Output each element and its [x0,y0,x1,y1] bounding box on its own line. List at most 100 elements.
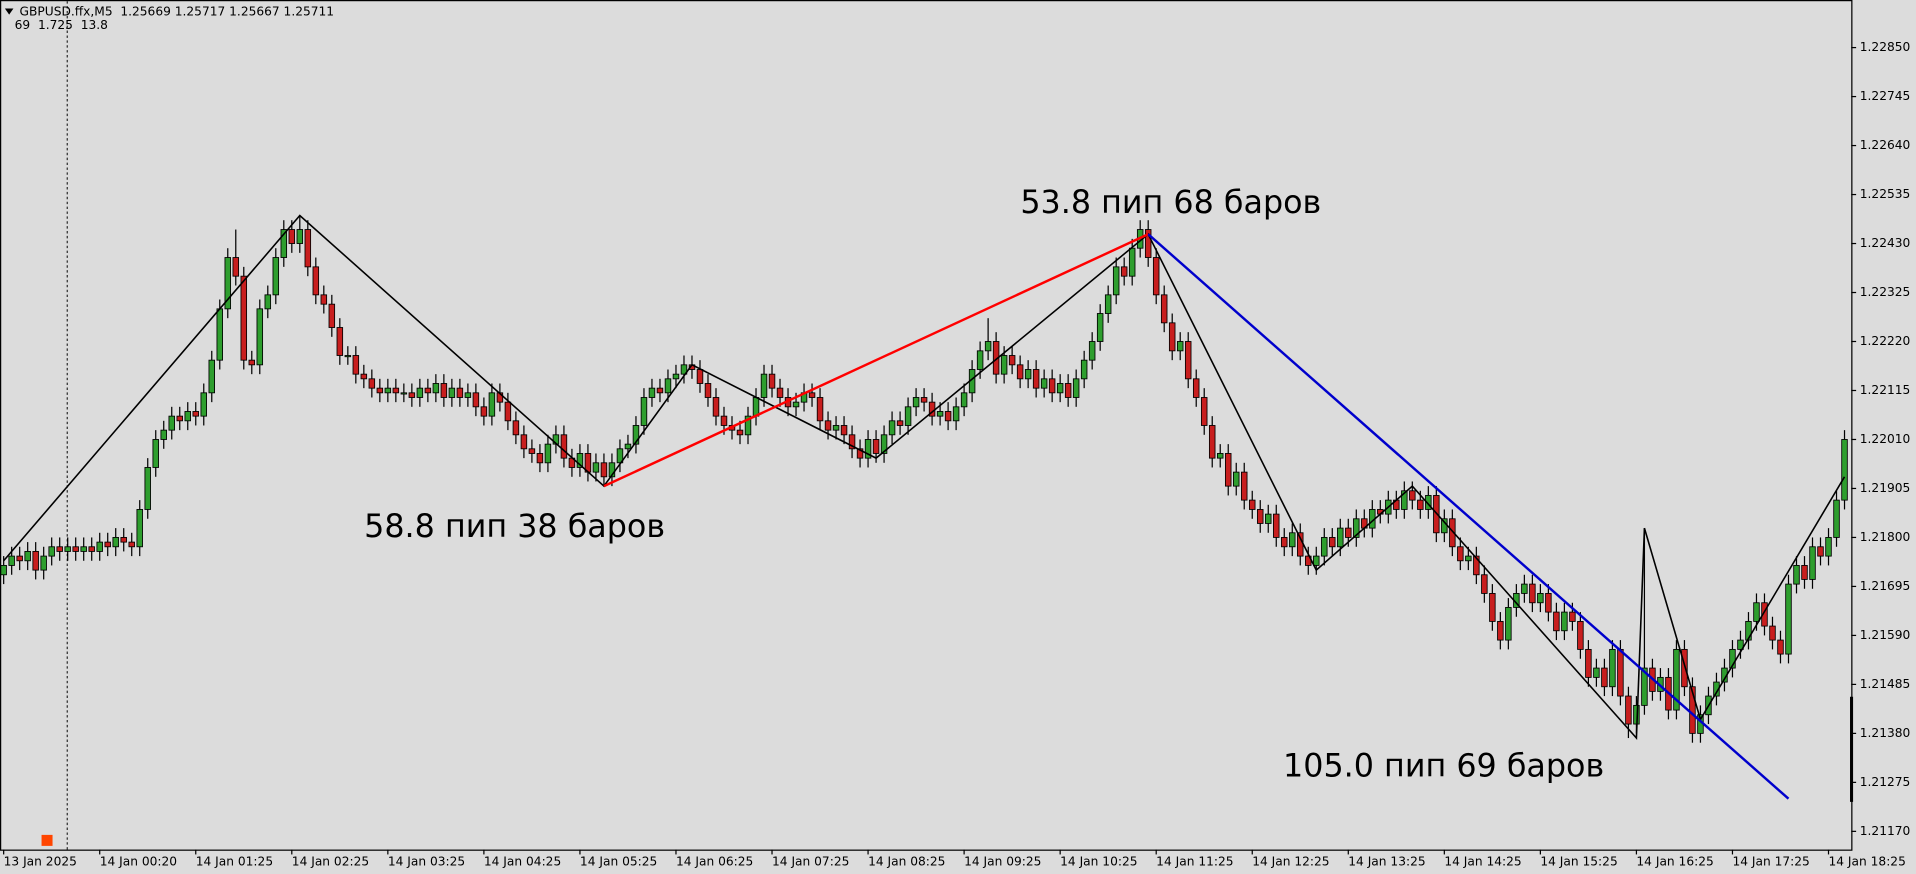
candle-body [304,229,312,268]
candle-body [1080,359,1088,380]
candle-body [224,257,232,310]
candle-body [504,401,512,422]
candle-body [656,387,664,394]
candle-body [1232,471,1240,487]
candle-body [1072,378,1080,398]
y-tick-label: 1.21800 [1860,530,1911,544]
candle-body [1297,532,1304,557]
candle-body [408,392,416,398]
candle-body [896,420,904,426]
candle-body [1176,341,1184,352]
candle-body [48,546,55,557]
x-tick-label: 14 Jan 10:25 [1060,854,1137,868]
candle-body [1545,592,1552,613]
candle-body [1673,648,1680,711]
y-tick-label: 1.21275 [1860,775,1911,789]
candle-body [1793,565,1800,585]
y-tick-label: 1.21590 [1860,628,1911,642]
candle-body [1481,574,1488,594]
trend-line [1147,233,1790,800]
menu-triangle[interactable] [4,8,14,15]
candle-body [392,387,400,394]
candle-body [1505,606,1512,641]
candle-body [232,257,240,277]
x-tick-label: 14 Jan 08:25 [868,854,945,868]
candle-body [560,434,568,459]
candle-body [1417,499,1424,510]
x-tick-label: 14 Jan 09:25 [964,854,1041,868]
x-tick-label: 14 Jan 15:25 [1540,854,1617,868]
candle-body [1737,639,1744,650]
x-tick-label: 14 Jan 00:20 [100,854,177,868]
candle-body [1216,453,1224,459]
candle-body [1825,537,1832,557]
candle-body [640,397,648,426]
candle-body [8,555,15,566]
candle-body [1249,499,1256,510]
candle-body [464,392,472,398]
y-tick-label: 1.21170 [1860,824,1911,838]
candle-body [192,411,199,417]
x-tick-label: 14 Jan 01:25 [196,854,273,868]
candle-body [1345,527,1352,538]
candle-body [176,415,183,422]
candle-body [760,373,768,398]
candle-body [1833,499,1840,538]
candle-body [840,425,848,436]
x-tick-label: 14 Jan 07:25 [772,854,849,868]
candle-body [592,462,600,473]
candle-body [416,387,424,398]
candle-body [776,387,784,398]
x-tick-label: 14 Jan 11:25 [1156,854,1233,868]
candle-body [960,392,968,408]
candle-body [72,546,79,552]
indicator-params: 69 1.725 13.8 [15,18,108,32]
candle-body [1769,625,1776,641]
candle-body [360,373,368,380]
candle-body [1024,369,1032,380]
candle-body [632,425,640,445]
y-tick-label: 1.21695 [1860,579,1911,593]
candle-body [1329,537,1336,548]
candle-body [168,415,175,431]
candle-body [80,546,87,552]
y-tick-label: 1.22640 [1860,138,1911,152]
candle-body [1104,294,1112,314]
candle-body [200,392,207,417]
candle-body [280,229,288,258]
y-tick-label: 1.22850 [1860,40,1911,54]
candle-body [808,392,816,398]
candle-body [1064,383,1072,398]
candle-body [1617,648,1624,697]
candle-body [1281,537,1288,548]
candle-body [368,378,376,389]
candle-body [272,257,280,296]
annotation: 58.8 пип 38 баров [364,509,665,545]
y-tick-label: 1.22010 [1860,432,1911,446]
candle-body [1601,667,1608,688]
y-tick-label: 1.22220 [1860,334,1911,348]
candle-body [184,411,191,422]
candle-body [768,373,776,389]
candle-body [816,397,824,422]
candle-body [824,420,832,431]
candle-body [112,537,119,548]
candle-body [1625,695,1632,725]
candle-body [664,378,672,394]
candle-body [1112,266,1120,296]
candle-body [1641,667,1648,706]
candle-body [576,453,584,468]
candle-body [1168,322,1176,352]
candle-body [720,415,728,426]
candle-body [1681,648,1688,688]
candle-body [1409,490,1416,501]
candle-body [848,434,856,450]
candle-body [208,359,216,394]
candle-body [0,565,7,576]
candle-body [1569,611,1576,622]
candle-body [976,350,984,370]
candle-body [1040,378,1048,389]
candle-body [1817,546,1824,557]
candle-body [952,406,960,422]
plot [0,214,1848,800]
